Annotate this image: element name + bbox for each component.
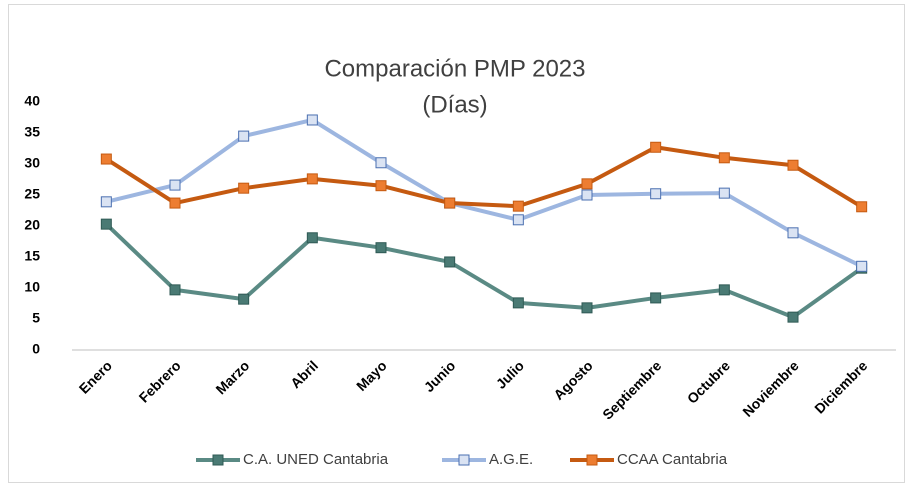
marker [100, 153, 112, 165]
y-tick-label: 30 [24, 155, 40, 171]
marker [581, 302, 593, 314]
y-tick-label: 0 [32, 341, 40, 357]
marker [100, 196, 112, 208]
y-tick-label: 10 [24, 279, 40, 295]
marker [718, 284, 730, 296]
marker [787, 227, 799, 239]
marker [375, 242, 387, 254]
series-line [105, 145, 863, 209]
marker [718, 187, 730, 199]
legend-marker [212, 454, 224, 466]
marker [100, 218, 112, 230]
legend-marker [586, 454, 598, 466]
marker [650, 292, 662, 304]
y-tick-label: 35 [24, 124, 40, 140]
legend-marker [458, 454, 470, 466]
marker [581, 189, 593, 201]
marker [787, 159, 799, 171]
marker [856, 201, 868, 213]
marker [375, 157, 387, 169]
legend-label: A.G.E. [489, 451, 533, 468]
series-line [104, 222, 863, 320]
marker [306, 114, 318, 126]
marker [169, 179, 181, 191]
marker [512, 297, 524, 309]
marker [718, 152, 730, 164]
marker [169, 197, 181, 209]
marker [238, 130, 250, 142]
marker [650, 188, 662, 200]
series-line [105, 117, 863, 269]
marker [306, 173, 318, 185]
legend-label: C.A. UNED Cantabria [243, 451, 389, 468]
legend-label: CCAA Cantabria [617, 451, 728, 468]
y-tick-label: 15 [24, 248, 40, 264]
marker [169, 284, 181, 296]
marker [444, 197, 456, 209]
y-tick-label: 25 [24, 186, 40, 202]
y-tick-label: 40 [24, 93, 40, 109]
marker [650, 141, 662, 153]
y-tick-label: 5 [32, 310, 40, 326]
marker [856, 260, 868, 272]
y-tick-label: 20 [24, 217, 40, 233]
marker [444, 256, 456, 268]
marker [238, 293, 250, 305]
chart-frame [8, 4, 905, 483]
chart-title: Comparación PMP 2023 [324, 55, 585, 82]
marker [787, 311, 799, 323]
marker [581, 178, 593, 190]
marker [238, 182, 250, 194]
chart-subtitle: (Días) [422, 91, 487, 118]
marker [512, 214, 524, 226]
marker [375, 180, 387, 192]
marker [306, 232, 318, 244]
marker [512, 200, 524, 212]
